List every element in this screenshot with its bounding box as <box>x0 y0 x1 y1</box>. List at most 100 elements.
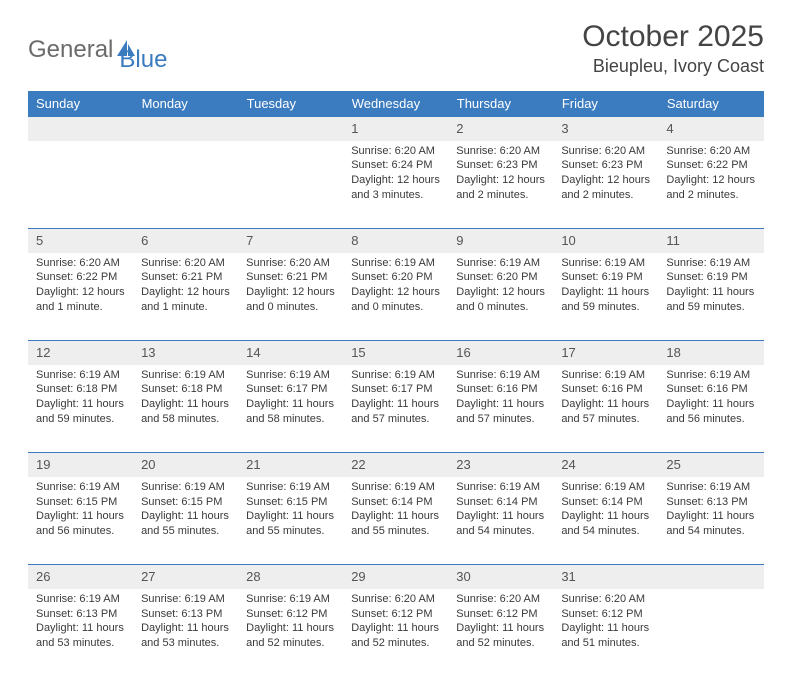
day-number-cell <box>28 117 133 141</box>
daylight-text-2: and 59 minutes. <box>666 300 755 315</box>
day-cell: Sunrise: 6:19 AMSunset: 6:12 PMDaylight:… <box>238 589 343 677</box>
daylight-text-1: Daylight: 11 hours <box>456 621 545 636</box>
sunset-text: Sunset: 6:20 PM <box>351 270 440 285</box>
sunrise-text: Sunrise: 6:20 AM <box>561 592 650 607</box>
location: Bieupleu, Ivory Coast <box>582 56 764 77</box>
daylight-text-1: Daylight: 12 hours <box>141 285 230 300</box>
daylight-text-2: and 54 minutes. <box>561 524 650 539</box>
day-number-cell: 3 <box>553 117 658 141</box>
daylight-text-1: Daylight: 12 hours <box>456 173 545 188</box>
sunrise-text: Sunrise: 6:20 AM <box>36 256 125 271</box>
day-number-cell: 25 <box>658 453 763 477</box>
daylight-text-1: Daylight: 11 hours <box>666 397 755 412</box>
day-cell: Sunrise: 6:19 AMSunset: 6:13 PMDaylight:… <box>133 589 238 677</box>
daylight-text-1: Daylight: 11 hours <box>36 621 125 636</box>
daylight-text-1: Daylight: 12 hours <box>246 285 335 300</box>
daylight-text-1: Daylight: 11 hours <box>141 509 230 524</box>
sunset-text: Sunset: 6:17 PM <box>246 382 335 397</box>
day-cell: Sunrise: 6:19 AMSunset: 6:15 PMDaylight:… <box>28 477 133 565</box>
day-cell: Sunrise: 6:19 AMSunset: 6:18 PMDaylight:… <box>133 365 238 453</box>
sunrise-text: Sunrise: 6:20 AM <box>141 256 230 271</box>
day-number-row: 567891011 <box>28 229 764 253</box>
daylight-text-1: Daylight: 12 hours <box>456 285 545 300</box>
sunrise-text: Sunrise: 6:19 AM <box>456 256 545 271</box>
sunrise-text: Sunrise: 6:19 AM <box>456 368 545 383</box>
day-content-row: Sunrise: 6:19 AMSunset: 6:13 PMDaylight:… <box>28 589 764 677</box>
daylight-text-1: Daylight: 11 hours <box>561 397 650 412</box>
daylight-text-2: and 51 minutes. <box>561 636 650 651</box>
day-cell: Sunrise: 6:20 AMSunset: 6:23 PMDaylight:… <box>553 141 658 229</box>
sunrise-text: Sunrise: 6:20 AM <box>666 144 755 159</box>
day-number-cell: 21 <box>238 453 343 477</box>
sunset-text: Sunset: 6:18 PM <box>36 382 125 397</box>
daylight-text-1: Daylight: 11 hours <box>351 509 440 524</box>
day-number-cell: 4 <box>658 117 763 141</box>
sunset-text: Sunset: 6:22 PM <box>666 158 755 173</box>
sunrise-text: Sunrise: 6:19 AM <box>456 480 545 495</box>
daylight-text-1: Daylight: 12 hours <box>351 173 440 188</box>
day-cell <box>658 589 763 677</box>
daylight-text-1: Daylight: 11 hours <box>666 285 755 300</box>
day-cell: Sunrise: 6:19 AMSunset: 6:13 PMDaylight:… <box>28 589 133 677</box>
daylight-text-2: and 0 minutes. <box>246 300 335 315</box>
day-number-cell: 12 <box>28 341 133 365</box>
daylight-text-2: and 58 minutes. <box>246 412 335 427</box>
day-number-cell: 20 <box>133 453 238 477</box>
day-cell: Sunrise: 6:19 AMSunset: 6:13 PMDaylight:… <box>658 477 763 565</box>
sunrise-text: Sunrise: 6:19 AM <box>246 480 335 495</box>
day-cell: Sunrise: 6:19 AMSunset: 6:16 PMDaylight:… <box>658 365 763 453</box>
daylight-text-1: Daylight: 11 hours <box>246 509 335 524</box>
day-cell: Sunrise: 6:19 AMSunset: 6:14 PMDaylight:… <box>343 477 448 565</box>
day-cell: Sunrise: 6:19 AMSunset: 6:20 PMDaylight:… <box>343 253 448 341</box>
weekday-header: Friday <box>553 91 658 117</box>
day-number-cell <box>658 565 763 589</box>
sunset-text: Sunset: 6:24 PM <box>351 158 440 173</box>
sunrise-text: Sunrise: 6:20 AM <box>351 592 440 607</box>
daylight-text-1: Daylight: 11 hours <box>456 509 545 524</box>
day-cell: Sunrise: 6:19 AMSunset: 6:15 PMDaylight:… <box>133 477 238 565</box>
sunset-text: Sunset: 6:19 PM <box>666 270 755 285</box>
sunrise-text: Sunrise: 6:19 AM <box>666 480 755 495</box>
sunset-text: Sunset: 6:16 PM <box>561 382 650 397</box>
sunset-text: Sunset: 6:22 PM <box>36 270 125 285</box>
title-block: October 2025 Bieupleu, Ivory Coast <box>582 20 764 77</box>
day-cell: Sunrise: 6:20 AMSunset: 6:12 PMDaylight:… <box>448 589 553 677</box>
day-cell: Sunrise: 6:20 AMSunset: 6:12 PMDaylight:… <box>343 589 448 677</box>
sunset-text: Sunset: 6:19 PM <box>561 270 650 285</box>
daylight-text-2: and 3 minutes. <box>351 188 440 203</box>
daylight-text-2: and 55 minutes. <box>141 524 230 539</box>
sunrise-text: Sunrise: 6:19 AM <box>561 256 650 271</box>
day-content-row: Sunrise: 6:20 AMSunset: 6:22 PMDaylight:… <box>28 253 764 341</box>
daylight-text-2: and 0 minutes. <box>351 300 440 315</box>
sunrise-text: Sunrise: 6:19 AM <box>141 480 230 495</box>
day-cell: Sunrise: 6:19 AMSunset: 6:17 PMDaylight:… <box>343 365 448 453</box>
day-number-cell: 13 <box>133 341 238 365</box>
sunset-text: Sunset: 6:14 PM <box>351 495 440 510</box>
day-cell: Sunrise: 6:20 AMSunset: 6:21 PMDaylight:… <box>238 253 343 341</box>
day-number-cell: 1 <box>343 117 448 141</box>
day-number-cell: 10 <box>553 229 658 253</box>
daylight-text-2: and 57 minutes. <box>561 412 650 427</box>
day-number-cell: 17 <box>553 341 658 365</box>
sunset-text: Sunset: 6:20 PM <box>456 270 545 285</box>
sunset-text: Sunset: 6:13 PM <box>666 495 755 510</box>
sunrise-text: Sunrise: 6:19 AM <box>561 480 650 495</box>
weekday-header: Tuesday <box>238 91 343 117</box>
daylight-text-1: Daylight: 11 hours <box>141 621 230 636</box>
sunset-text: Sunset: 6:12 PM <box>456 607 545 622</box>
sunset-text: Sunset: 6:14 PM <box>561 495 650 510</box>
sunrise-text: Sunrise: 6:19 AM <box>36 368 125 383</box>
day-cell: Sunrise: 6:19 AMSunset: 6:14 PMDaylight:… <box>553 477 658 565</box>
daylight-text-1: Daylight: 12 hours <box>666 173 755 188</box>
sunset-text: Sunset: 6:21 PM <box>246 270 335 285</box>
daylight-text-2: and 57 minutes. <box>456 412 545 427</box>
daylight-text-1: Daylight: 11 hours <box>351 397 440 412</box>
sunrise-text: Sunrise: 6:19 AM <box>666 256 755 271</box>
daylight-text-2: and 59 minutes. <box>561 300 650 315</box>
sunset-text: Sunset: 6:12 PM <box>246 607 335 622</box>
day-number-cell: 5 <box>28 229 133 253</box>
day-content-row: Sunrise: 6:20 AMSunset: 6:24 PMDaylight:… <box>28 141 764 229</box>
logo-text-blue: Blue <box>119 46 167 74</box>
daylight-text-1: Daylight: 12 hours <box>351 285 440 300</box>
day-number-cell: 11 <box>658 229 763 253</box>
